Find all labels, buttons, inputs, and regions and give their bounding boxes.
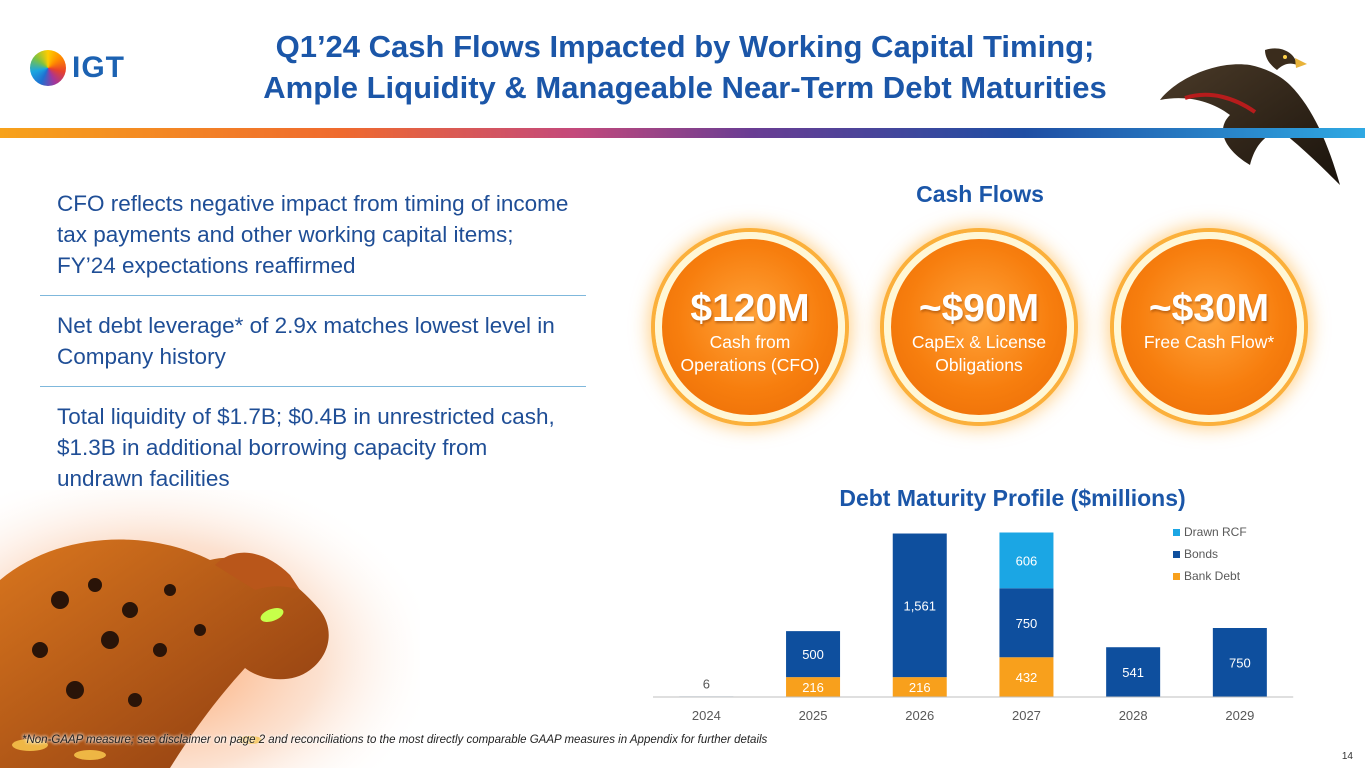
jaguar-illustration-icon: [0, 490, 420, 768]
bar-bonds-2026: [892, 533, 947, 678]
title-line-1: Q1’24 Cash Flows Impacted by Working Cap…: [275, 29, 1095, 64]
legend-swatch-drawn-rcf: [1173, 529, 1180, 536]
bar-bonds-2028: [1106, 647, 1161, 697]
data-label-bonds-2029: 750: [1229, 656, 1251, 671]
data-label-drawn-rcf-2027: 606: [1016, 553, 1038, 568]
data-label-bank-debt-2026: 216: [909, 680, 931, 695]
x-tick-2029: 2029: [1225, 708, 1254, 723]
cfo-circle: $120M Cash from Operations (CFO): [655, 232, 845, 422]
bar-bonds-2027: [999, 588, 1054, 658]
capex-label-line2: Obligations: [935, 355, 1023, 375]
x-tick-2025: 2025: [799, 708, 828, 723]
page-number: 14: [1341, 751, 1353, 762]
data-label-bonds-2026: 1,561: [903, 598, 936, 613]
igt-logo: IGT: [30, 50, 125, 86]
data-label-bank-debt-2025: 216: [802, 680, 824, 695]
data-label-bonds-2028: 541: [1122, 665, 1144, 680]
data-label-bank-debt-2027: 432: [1016, 670, 1038, 685]
bar-bonds-2029: [1212, 628, 1267, 697]
bar-bank-debt-2027: [999, 657, 1054, 697]
cfo-label-line2: Operations (CFO): [680, 355, 820, 375]
data-label-bonds-2025: 500: [802, 647, 824, 662]
legend-swatch-bonds: [1173, 551, 1180, 558]
capex-value: ~$90M: [918, 287, 1040, 330]
footnote: *Non-GAAP measure; see disclaimer on pag…: [22, 734, 768, 746]
bar-bank-debt-2026: [892, 677, 947, 697]
capex-label-line1: CapEx & License: [911, 332, 1047, 352]
cfo-label-line1: Cash from: [709, 332, 791, 352]
cfo-value: $120M: [690, 287, 810, 330]
x-tick-2027: 2027: [1012, 708, 1041, 723]
capex-circle: ~$90M CapEx & License Obligations: [884, 232, 1074, 422]
x-tick-2024: 2024: [692, 708, 721, 723]
legend-label-bank-debt: Bank Debt: [1184, 569, 1241, 583]
gradient-divider: [0, 128, 1365, 138]
logo-text: IGT: [72, 51, 125, 84]
fcf-label-line1: Free Cash Flow*: [1143, 332, 1275, 352]
legend-label-drawn-rcf: Drawn RCF: [1184, 525, 1247, 539]
bullet-cfo: CFO reflects negative impact from timing…: [40, 188, 586, 296]
legend-label-bonds: Bonds: [1184, 547, 1218, 561]
data-label-bonds-2024: 6: [703, 676, 710, 691]
x-tick-2026: 2026: [905, 708, 934, 723]
x-tick-2028: 2028: [1119, 708, 1148, 723]
debt-chart-title: Debt Maturity Profile ($millions): [839, 485, 1186, 511]
page-title: Q1’24 Cash Flows Impacted by Working Cap…: [180, 26, 1190, 108]
legend-swatch-bank-debt: [1173, 573, 1180, 580]
debt-maturity-chart: 216 216 432 6 500 1,561 750 541 750 606 2024 2025 20…: [640, 520, 1365, 735]
bar-bank-debt-2025: [786, 677, 841, 697]
data-label-bonds-2027: 750: [1016, 616, 1038, 631]
bullet-leverage: Net debt leverage* of 2.9x matches lowes…: [40, 296, 586, 387]
bullet-liquidity: Total liquidity of $1.7B; $0.4B in unres…: [57, 404, 555, 491]
cash-flows-title: Cash Flows: [916, 181, 1044, 207]
bar-bonds-2025: [786, 631, 841, 678]
debt-maturity-chart-svg: 216 216 432 6 500 1,561 750 541 750 606 2024 2025 20…: [653, 525, 1294, 723]
key-points-list: CFO reflects negative impact from timing…: [40, 188, 586, 508]
fcf-circle: ~$30M Free Cash Flow*: [1114, 232, 1304, 422]
fcf-value: ~$30M: [1148, 287, 1270, 330]
eagle-illustration-icon: [1160, 48, 1340, 185]
title-line-2: Ample Liquidity & Manageable Near-Term D…: [263, 70, 1107, 105]
bar-drawn-rcf-2027: [999, 532, 1054, 589]
igt-logo-mark-icon: [30, 50, 66, 86]
